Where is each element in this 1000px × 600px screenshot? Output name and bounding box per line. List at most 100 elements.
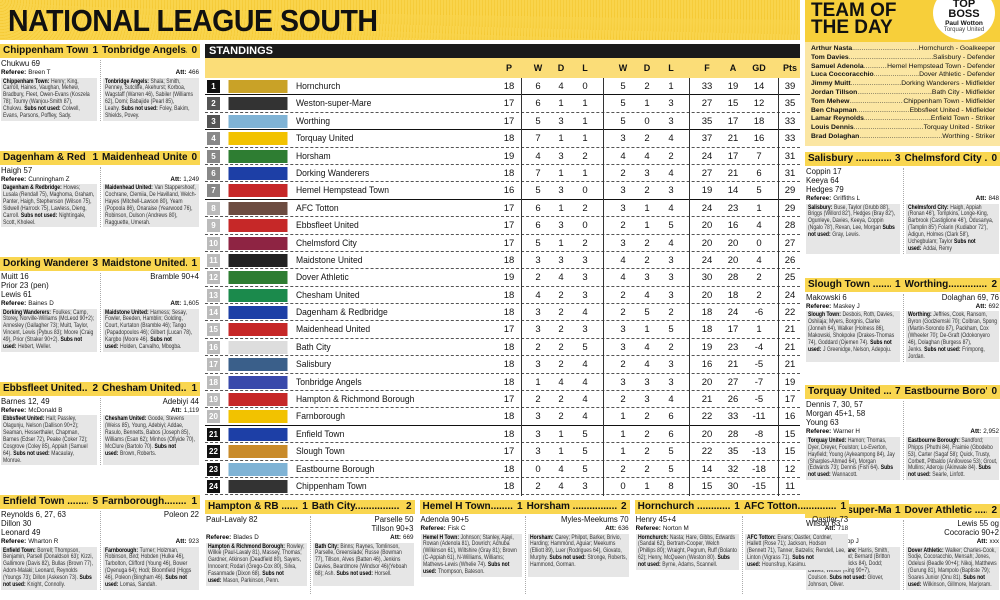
stat-cell: 0 bbox=[756, 237, 762, 249]
subs-label: Subs not used: bbox=[208, 570, 284, 585]
home-scorers: Barnes 12, 49 bbox=[1, 397, 100, 406]
stat-cell: 17 bbox=[503, 237, 515, 249]
scorer: Dillon 30 bbox=[1, 519, 32, 529]
column-divider bbox=[521, 78, 522, 496]
team-name: Tonbridge Angels bbox=[296, 376, 362, 388]
away-team: Worthing................. bbox=[904, 278, 988, 290]
scorer: Morgan 45+1, 58 bbox=[806, 409, 866, 419]
attendance-value: 923 bbox=[188, 538, 199, 546]
away-lineup: Dover Athletic: Walker; Charles-Cook, Sod… bbox=[905, 546, 999, 590]
home-team-label: Chippenham Town: bbox=[3, 77, 50, 85]
home-scorers: Muitt 16 Prior 23 (pen) Lewis 61 bbox=[1, 272, 100, 299]
scorer: Leonard 49 bbox=[1, 528, 41, 538]
stat-cell: 3 bbox=[668, 289, 674, 301]
stat-cell: 14 bbox=[753, 81, 765, 92]
stat-cell: 3 bbox=[582, 324, 588, 336]
stat-cell: 21 bbox=[784, 324, 796, 336]
table-row: 9 Ebbsfleet United 17 6 3 0 2 1 5 20 16 4 28 bbox=[205, 217, 800, 235]
table-row: 15 Maidenhead United 17 3 2 3 3 1 5 18 17 1 21 bbox=[205, 321, 800, 339]
stat-cell: 3 bbox=[668, 185, 674, 197]
stat-cell: 2 bbox=[756, 289, 762, 301]
stat-cell: 2 bbox=[558, 359, 564, 371]
referee-name: Griffiths L bbox=[833, 195, 861, 202]
referee-line: Referee: Warner H Att: 2,952 bbox=[805, 427, 1000, 437]
home-team: Chippenham Town.. bbox=[3, 45, 89, 56]
stat-cell: 18 bbox=[503, 428, 515, 440]
stat-cell: 4 bbox=[535, 289, 541, 301]
home-subs: Byrne, Adams, Scannell. bbox=[661, 561, 717, 569]
stat-cell: 2 bbox=[535, 341, 541, 353]
team-name: Hampton & Richmond Borough bbox=[296, 394, 415, 406]
stat-cell: 5 bbox=[582, 428, 588, 440]
away-subs: Addai, Remy bbox=[922, 244, 952, 252]
stat-cell: 20 bbox=[727, 237, 739, 249]
column-divider bbox=[902, 520, 904, 590]
away-lineup-text: Eastbourne Borough: Sandford; Phipps (Phu… bbox=[908, 437, 998, 479]
stat-cell: 2 bbox=[620, 307, 626, 319]
column-divider bbox=[100, 273, 101, 352]
team-name: Eastbourne Borough bbox=[296, 463, 375, 475]
away-lineup: AFC Totton: Evans; Oastler, Cordner, Hall… bbox=[744, 533, 849, 571]
home-score: 1 bbox=[92, 45, 98, 56]
away-scorers bbox=[100, 59, 199, 68]
stat-cell: 2 bbox=[668, 341, 674, 353]
stat-cell: 4 bbox=[558, 81, 564, 92]
stat-cell: 7 bbox=[535, 133, 541, 145]
referee-name: Fisk C bbox=[447, 525, 466, 532]
home-players: Henry; King, Carroll, Haines, Vaughan, M… bbox=[3, 77, 90, 113]
stat-cell: 14 bbox=[727, 185, 739, 197]
home-team-label: Salisbury: bbox=[808, 203, 833, 211]
home-subs: Gray, Lewis. bbox=[832, 231, 860, 239]
position-badge: 12 bbox=[207, 271, 220, 285]
player-name: Ben Chapman bbox=[811, 106, 857, 114]
table-row: 12 Dover Athletic 19 2 4 3 4 3 3 30 28 2 25 bbox=[205, 269, 800, 287]
stat-cell: 39 bbox=[784, 81, 796, 92]
referee: Referee: Baines D bbox=[1, 300, 100, 308]
stat-cell: 3 bbox=[620, 237, 626, 249]
away-subs: Hounsfrup, Kasimu. bbox=[761, 561, 807, 569]
scorer: Coppin 17 bbox=[806, 167, 842, 176]
stat-cell: 4 bbox=[668, 133, 674, 145]
stat-cell: 4 bbox=[582, 411, 588, 423]
stat-cell: 8 bbox=[668, 480, 674, 492]
match-report: Hemel H Town........ 1 Horsham ...........… bbox=[419, 500, 630, 596]
totd-player: Jordan Tillson Bath City - Midfielder bbox=[811, 89, 995, 98]
stat-cell: 7 bbox=[756, 150, 762, 162]
stat-cell: 3 bbox=[620, 376, 626, 388]
referee-name: Blades D bbox=[233, 534, 259, 541]
subs-label: Subs not used: bbox=[808, 338, 892, 353]
dot-leader bbox=[864, 63, 887, 72]
team-name: Maidstone United bbox=[296, 254, 363, 266]
team-name: Chippenham Town bbox=[296, 480, 367, 492]
table-row: 8 AFC Totton 17 6 1 2 3 1 4 24 23 1 29 bbox=[205, 200, 800, 218]
stat-cell: 3 bbox=[644, 394, 650, 406]
totd-player: Tom Davies Salisbury - Defender bbox=[811, 54, 995, 63]
away-lineup-text: AFC Totton: Evans; Oastler, Cordner, Hall… bbox=[747, 534, 846, 570]
position-badge: 23 bbox=[207, 462, 220, 476]
stat-cell: 2 bbox=[644, 185, 650, 197]
position-badge: 8 bbox=[207, 201, 220, 215]
away-players: Shala; Smith, Penney, Sutcliffe, Akehurs… bbox=[105, 77, 193, 113]
lineups: Dagenham & Redbridge: Howes; Lusala (Rend… bbox=[0, 184, 200, 228]
attendance-value: 466 bbox=[188, 69, 199, 76]
stat-cell: 2 bbox=[644, 463, 650, 475]
home-team: Dorking Wanderers. bbox=[3, 258, 89, 270]
stat-cell: 1 bbox=[558, 202, 564, 214]
scorers: Paul-Lavaly 82 Parselle 50 Tillson 90+3 bbox=[205, 514, 415, 533]
position-badge: 4 bbox=[207, 132, 220, 146]
club-crest-icon bbox=[223, 114, 293, 128]
scorer: Cocoracio 90+2 bbox=[944, 528, 999, 538]
lineups: Ebbsfleet United: Hall; Passley, Olagunju… bbox=[0, 415, 200, 466]
subs-label: Subs not used: bbox=[20, 211, 58, 219]
stat-cell: 4 bbox=[668, 202, 674, 214]
dot-leader bbox=[849, 98, 903, 107]
referee: Referee: Maskey J bbox=[806, 303, 903, 311]
totd-player: Brad Dolaghan Worthing - Striker bbox=[811, 133, 995, 142]
stat-cell: 26 bbox=[784, 254, 796, 266]
stat-cell: 24 bbox=[701, 254, 713, 266]
stat-cell: 16 bbox=[503, 185, 515, 197]
stat-cell: 1 bbox=[558, 98, 564, 110]
match-header: Hemel H Town........ 1 Horsham ...........… bbox=[419, 500, 630, 514]
home-team: Salisbury .............. bbox=[808, 153, 891, 164]
home-lineup-text: Hornchurch: Nasta; Hare, Gibbs, Edwards (… bbox=[638, 534, 737, 570]
